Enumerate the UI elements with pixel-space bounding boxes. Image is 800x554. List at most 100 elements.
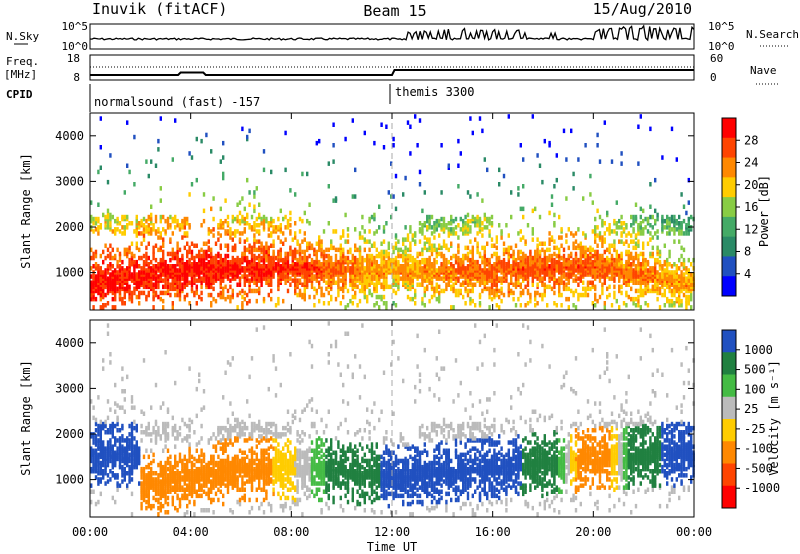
heat-cell — [457, 243, 460, 248]
heat-cell — [358, 235, 362, 240]
heat-cell — [178, 292, 182, 298]
heat-cell — [296, 278, 299, 283]
heat-cell — [382, 229, 386, 234]
heat-cell — [582, 245, 585, 251]
heat-cell — [90, 483, 93, 488]
heat-cell — [318, 259, 321, 265]
heat-cell — [267, 221, 270, 226]
heat-cell — [375, 247, 378, 253]
heat-cell — [162, 227, 165, 232]
heat-cell — [183, 294, 186, 300]
heat-cell — [366, 253, 369, 259]
heat-cell — [224, 218, 227, 224]
heat-cell — [157, 274, 160, 279]
heat-cell — [483, 157, 486, 162]
heat-cell — [109, 216, 112, 222]
heat-cell — [577, 257, 580, 263]
heat-cell — [402, 192, 405, 197]
heat-cell — [128, 452, 131, 458]
heat-cell — [589, 192, 592, 197]
heat-cell — [498, 276, 501, 281]
heat-cell — [248, 243, 251, 248]
heat-cell — [157, 247, 160, 253]
heat-cell — [663, 276, 666, 281]
heat-cell — [224, 243, 227, 248]
heat-cell — [130, 241, 134, 246]
heat-cell — [399, 264, 402, 269]
heat-cell — [97, 216, 100, 222]
heat-cell — [519, 303, 522, 308]
heat-cell — [517, 186, 520, 191]
heat-cell — [632, 255, 635, 261]
heat-cell — [169, 264, 172, 269]
heat-cell — [615, 221, 618, 226]
heat-cell — [157, 227, 160, 232]
heat-cell — [145, 225, 148, 230]
heat-cell — [286, 264, 290, 269]
heat-cell — [442, 266, 446, 271]
heat-cell — [639, 276, 642, 281]
heat-cell — [126, 274, 129, 279]
heat-cell — [634, 251, 638, 257]
heat-cell — [92, 255, 95, 261]
heat-cell — [258, 253, 261, 259]
heat-cell — [195, 177, 198, 183]
heat-cell — [546, 255, 549, 261]
heat-cell — [414, 239, 417, 244]
heat-cell — [385, 301, 388, 306]
heat-cell — [229, 278, 232, 283]
heat-cell — [128, 284, 131, 290]
heat-cell — [536, 249, 539, 255]
heat-cell — [272, 243, 275, 248]
heat-cell — [162, 284, 165, 290]
heat-cell — [512, 249, 515, 255]
heat-cell — [548, 231, 551, 236]
heat-cell — [466, 190, 470, 195]
heat-cell — [313, 294, 316, 300]
heat-cell — [654, 257, 657, 263]
heat-cell — [260, 216, 263, 222]
heat-cell — [522, 206, 525, 212]
heat-cell — [277, 262, 280, 267]
heat-cell — [622, 221, 626, 226]
heat-cell — [166, 448, 170, 453]
heat-cell — [534, 290, 537, 296]
heat-cell — [543, 241, 546, 246]
heat-cell — [106, 479, 110, 484]
heat-cell — [147, 214, 150, 220]
heat-cell — [145, 274, 148, 279]
heat-cell — [106, 399, 110, 404]
heat-cell — [130, 399, 134, 404]
heat-cell — [685, 294, 688, 300]
heat-cell — [596, 298, 599, 304]
heat-cell — [332, 276, 335, 281]
heat-cell — [322, 292, 326, 298]
heat-cell — [654, 278, 657, 283]
heat-cell — [111, 270, 114, 275]
heat-cell — [99, 466, 102, 472]
heat-cell — [586, 286, 590, 292]
heat-cell — [630, 262, 633, 267]
heat-cell — [140, 475, 143, 480]
heat-cell — [162, 305, 165, 310]
heat-cell — [685, 276, 688, 281]
heat-cell — [687, 301, 690, 306]
heat-cell — [104, 276, 107, 281]
heat-cell — [630, 251, 633, 257]
heat-cell — [615, 249, 618, 255]
heat-cell — [531, 264, 534, 269]
heat-cell — [330, 274, 333, 279]
heat-cell — [493, 262, 496, 267]
heat-cell — [541, 247, 544, 253]
heat-cell — [248, 298, 251, 304]
heat-cell — [670, 288, 674, 294]
heat-cell — [126, 223, 129, 228]
heat-cell — [210, 251, 213, 257]
heat-cell — [320, 247, 323, 253]
heat-cell — [294, 288, 297, 294]
heat-cell — [661, 155, 664, 160]
heat-cell — [392, 257, 395, 263]
heat-cell — [133, 462, 136, 468]
heat-cell — [210, 149, 213, 154]
heat-cell — [495, 255, 498, 261]
